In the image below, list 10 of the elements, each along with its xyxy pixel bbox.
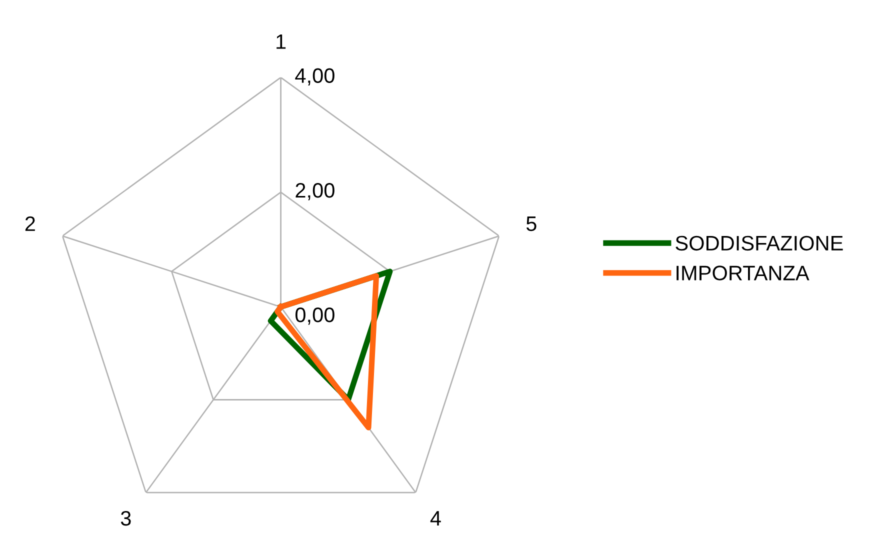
spoke-label: 2 — [25, 216, 35, 231]
y-tick-label: 2,00 — [296, 183, 334, 200]
spoke-label: 3 — [120, 510, 131, 526]
y-tick-label: 4,00 — [295, 68, 334, 86]
spoke-label: 5 — [526, 216, 536, 232]
legend-label: SODDISFAZIONE — [676, 236, 843, 251]
spoke-label: 4 — [430, 511, 441, 526]
legend-label: IMPORTANZA — [676, 266, 810, 280]
y-tick-label: 0,00 — [295, 307, 334, 325]
spoke-label: 1 — [276, 34, 286, 49]
